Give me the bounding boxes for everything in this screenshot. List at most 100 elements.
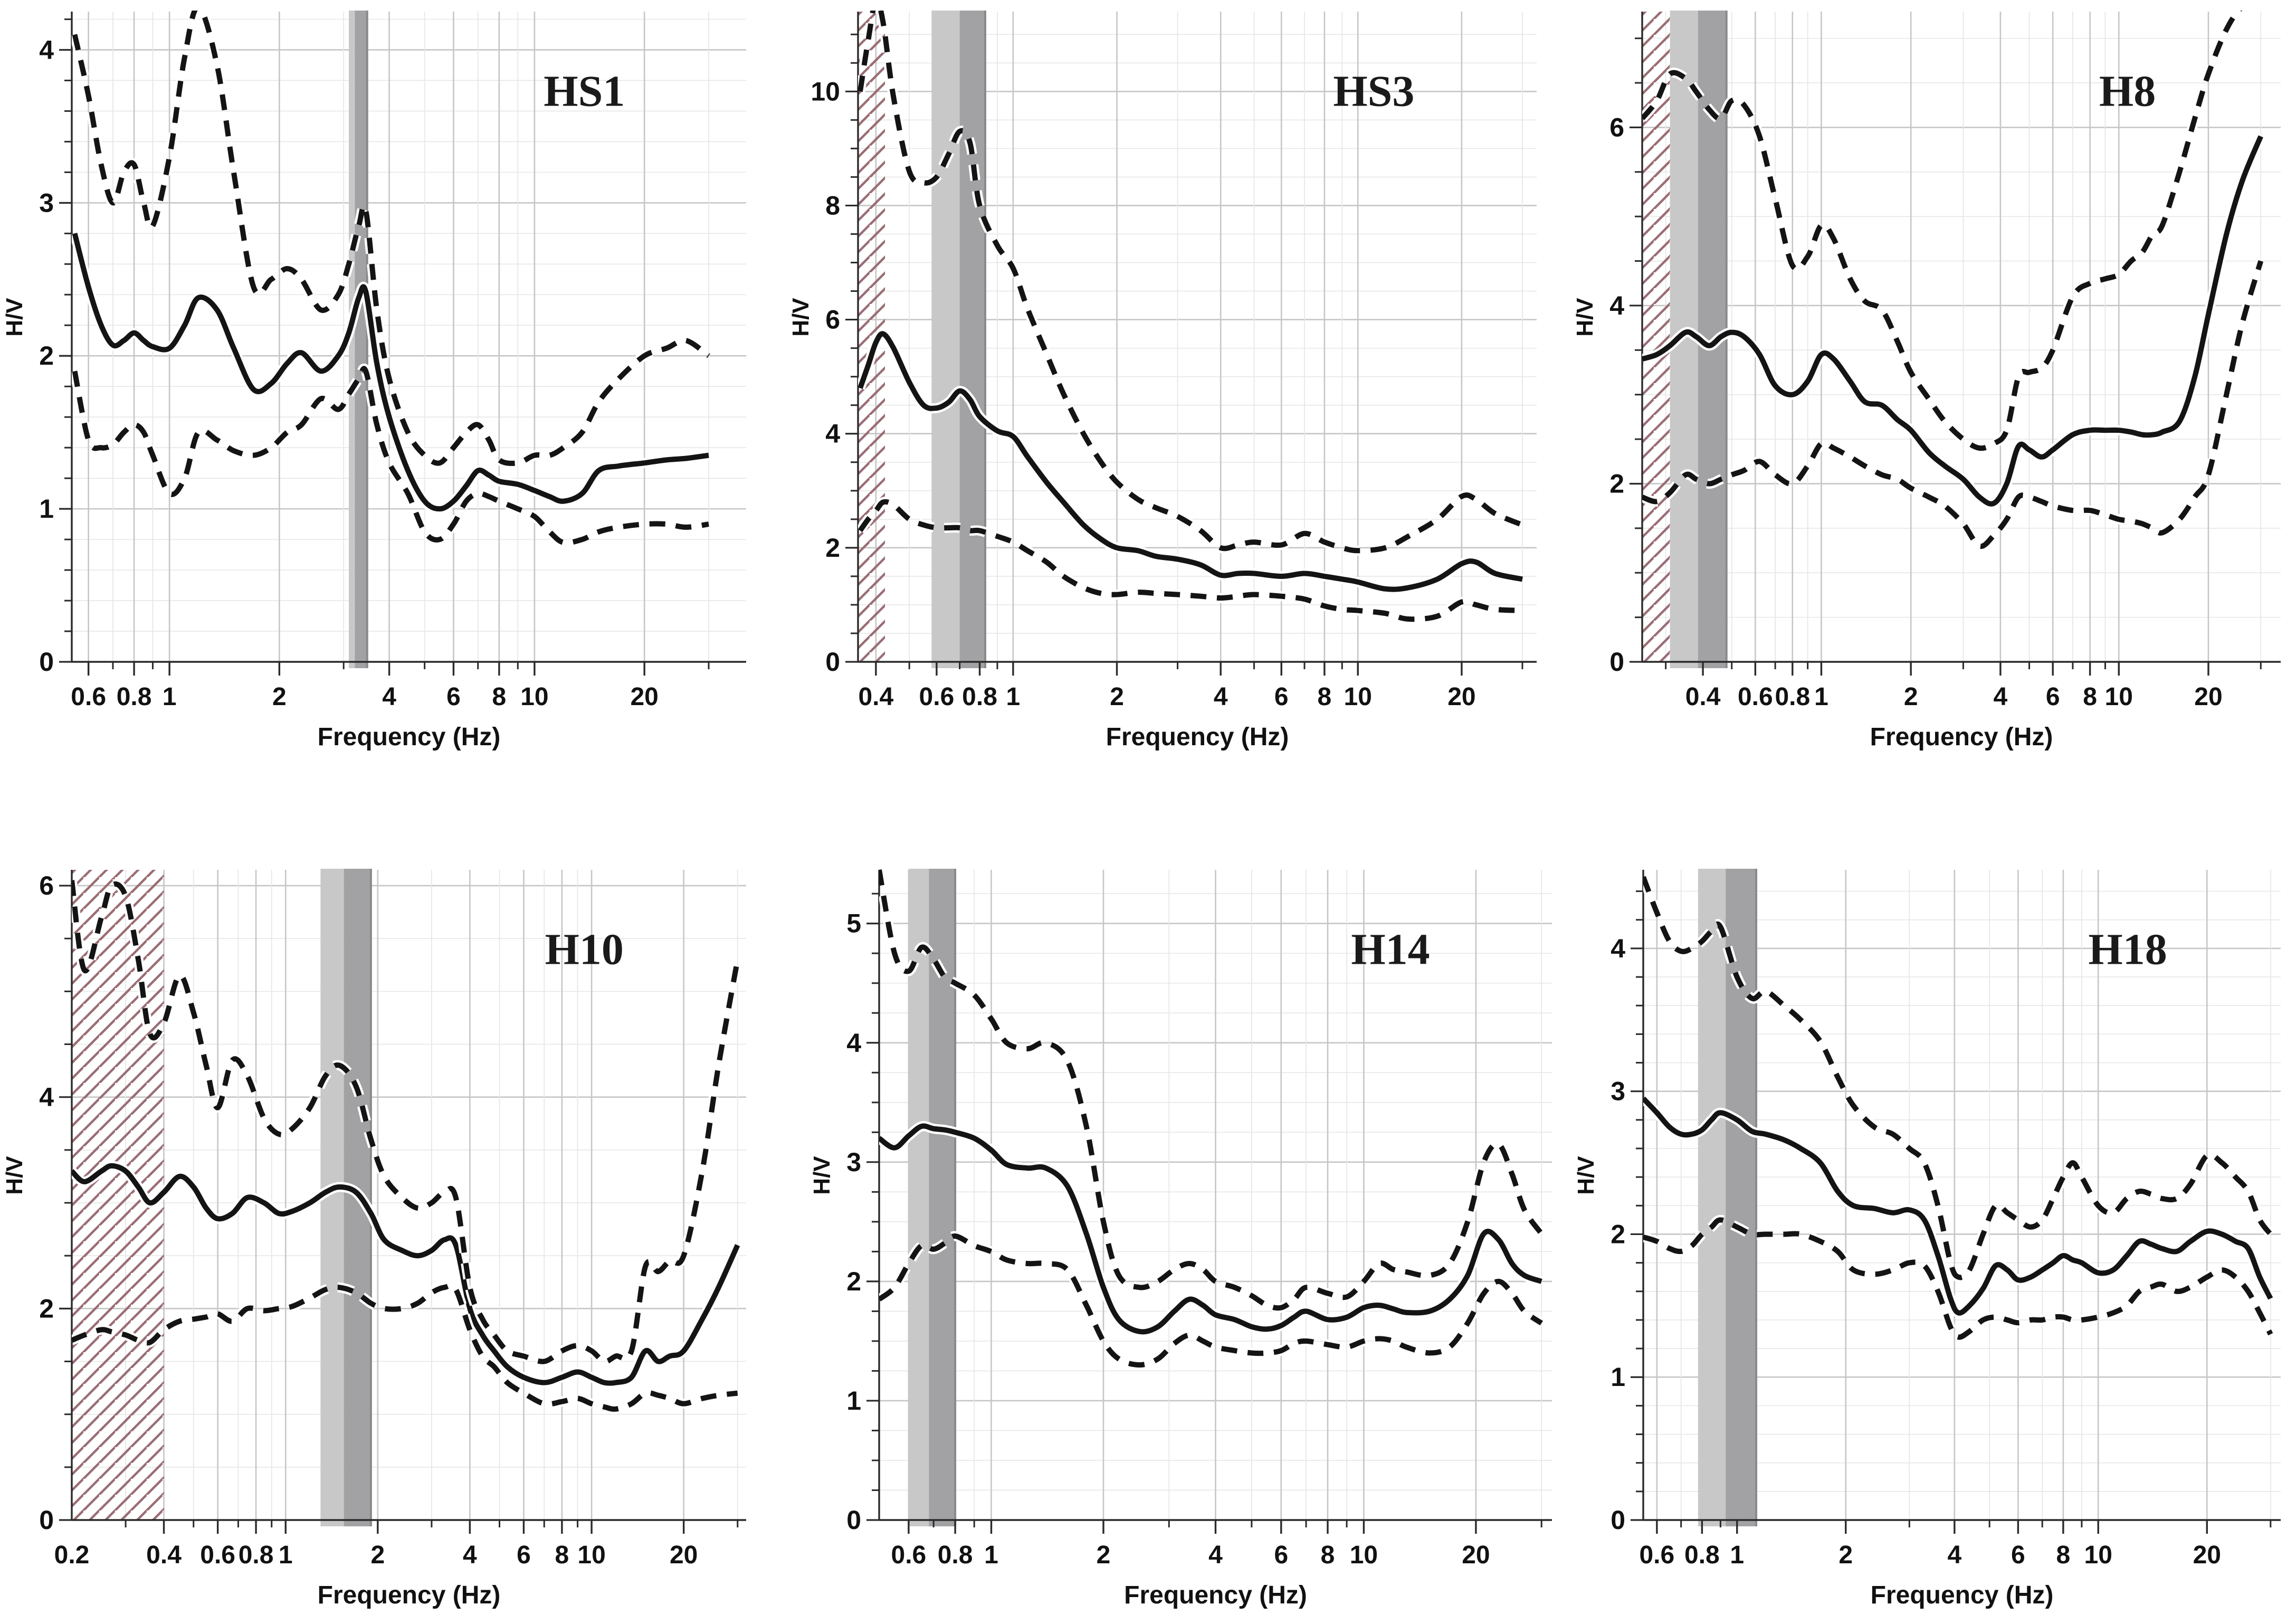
curves [72,879,743,1414]
y-tick-label: 2 [1609,469,1624,498]
peak-frequency-band-light [908,869,929,1526]
x-tick-label: 20 [2194,683,2222,711]
axes: 0 1 2 3 4 5 0.6 0.8 1 2 4 6 8 10 20 [846,870,1552,1569]
curves [1642,11,2266,552]
hvsr-panel-6: 0 1 2 3 4 0.6 0.8 1 2 4 6 8 10 20 Frequency (Hz) H/V H18 [1576,861,2293,1621]
y-tick-label: 0 [39,647,54,677]
y-tick-label: 2 [39,341,54,371]
y-tick-label: 0 [1611,1505,1625,1535]
mean-minus-sd-curve [879,1233,1544,1368]
x-tick-label: 1 [1730,1541,1744,1569]
y-tick-label: 3 [1611,1077,1625,1106]
x-tick-label: 0.6 [200,1541,235,1569]
x-tick-label: 2 [1904,683,1918,711]
panel-title: H14 [1351,925,1430,974]
x-tick-label: 0.6 [919,683,955,711]
x-tick-label: 6 [1274,1541,1288,1569]
mean-curve [72,1163,740,1386]
y-tick-label: 0 [846,1505,861,1535]
chart-canvas: 0 1 2 3 4 0.6 0.8 1 2 4 6 8 10 20 Frequency (Hz) H/V H18 [1576,861,2293,1621]
mean-plus-sd-curve [858,11,1523,554]
peak-frequency-band-dark [929,869,956,1526]
mean-curve [72,233,709,512]
hvsr-panel-1: 0 1 2 3 4 0.6 0.8 1 2 4 6 8 10 20 Frequency (Hz) H/V HS1 [4,3,759,763]
x-tick-label: 8 [1318,683,1332,711]
panel-title: HS3 [1333,67,1414,116]
mean-curve [1643,1096,2273,1316]
y-tick-label: 2 [825,533,840,563]
x-tick-label: 0.6 [891,1541,927,1569]
y-tick-label: 1 [1611,1362,1625,1392]
x-tick-label: 0.8 [117,683,152,711]
x-tick-label: 0.6 [1738,683,1773,711]
x-tick-label: 8 [1321,1541,1335,1569]
x-tick-label: 0.4 [858,683,893,711]
curves [858,11,1525,624]
chart-canvas: 0 2 4 6 8 10 0.4 0.6 0.8 1 2 4 6 8 10 20 Frequency (Hz) H… [790,3,1549,763]
y-tick-label: 2 [1611,1219,1625,1249]
x-axis-title: Frequency (Hz) [1124,1581,1307,1609]
peak-frequency-band-light [349,11,355,668]
peak-frequency-band-light [931,11,960,668]
hvsr-panel-5: 0 1 2 3 4 5 0.6 0.8 1 2 4 6 8 10 20 Frequency (Hz) H/V H1… [812,861,1565,1621]
peak-frequency-band-dark [959,11,985,668]
x-tick-label: 2 [1838,1541,1853,1569]
y-tick-label: 0 [825,647,840,677]
x-tick-label: 2 [272,683,287,711]
mean-minus-sd-curve [1642,260,2264,549]
hvsr-panel-3: 0 2 4 6 0.4 0.6 0.8 1 2 4 6 8 10 20 Frequency (Hz) H/V H… [1575,3,2293,763]
peak-frequency-band-dark [1726,869,1757,1526]
y-tick-label: 0 [1609,647,1624,677]
curves [72,11,712,548]
curves [879,869,1546,1370]
x-tick-label: 6 [1274,683,1289,711]
mean-plus-sd-curve [72,11,710,466]
y-axis-title: H/V [4,298,27,337]
x-tick-label: 20 [630,683,658,711]
y-tick-label: 3 [39,188,54,217]
x-tick-label: 4 [382,683,396,711]
mean-plus-sd-curve [879,869,1544,1311]
mean-minus-sd-curve [72,366,709,546]
x-tick-label: 4 [1208,1541,1223,1569]
panel-title: H10 [545,925,624,974]
mean-plus-sd-curve [1642,11,2243,451]
x-tick-label: 6 [517,1541,531,1569]
y-tick-label: 5 [846,909,861,938]
x-tick-label: 0.4 [1685,683,1721,711]
y-tick-label: 4 [39,35,54,64]
panel-title: H18 [2088,925,2167,974]
y-tick-label: 6 [39,871,54,900]
hvsr-panel-2: 0 2 4 6 8 10 0.4 0.6 0.8 1 2 4 6 8 10 20 Frequency (Hz) H… [790,3,1549,763]
x-axis-title: Frequency (Hz) [318,723,501,751]
peak-frequency-band-dark [355,11,367,668]
y-tick-label: 6 [825,305,840,335]
x-tick-label: 6 [446,683,461,711]
y-axis-title: H/V [790,298,814,337]
y-tick-label: 4 [1611,934,1625,963]
y-tick-label: 1 [846,1386,861,1416]
x-tick-label: 10 [520,683,548,711]
x-tick-label: 1 [279,1541,293,1569]
panel-title: H8 [2099,67,2156,116]
x-tick-label: 8 [2056,1541,2071,1569]
mean-curve [858,331,1523,592]
x-tick-label: 0.8 [1684,1541,1720,1569]
x-tick-label: 20 [1462,1541,1490,1569]
y-axis-title: H/V [1575,298,1598,337]
y-tick-label: 2 [39,1294,54,1323]
mean-minus-sd-curve [1643,1217,2273,1340]
mean-plus-sd-curve [1643,876,2273,1280]
y-tick-label: 4 [825,419,840,449]
x-tick-label: 6 [2011,1541,2025,1569]
x-tick-label: 0.6 [71,683,106,711]
x-tick-label: 10 [577,1541,605,1569]
y-tick-label: 8 [825,191,840,220]
y-tick-label: 6 [1609,112,1624,142]
x-tick-label: 10 [1344,683,1372,711]
x-tick-label: 8 [492,683,507,711]
y-tick-label: 10 [811,77,840,106]
x-tick-label: 20 [670,1541,698,1569]
